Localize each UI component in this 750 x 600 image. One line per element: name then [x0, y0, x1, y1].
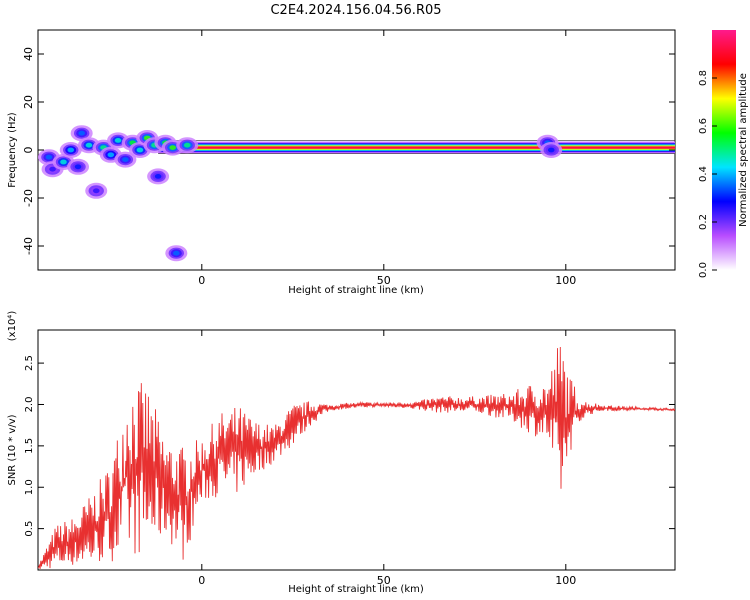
snr-panel: 0 50 100 0.5 1.0 1.5 2.0 2.5 Height of straight…	[7, 311, 676, 595]
snr-plot	[38, 346, 675, 569]
snr-axes: 0 50 100 0.5 1.0 1.5 2.0 2.5	[24, 330, 675, 587]
spectral-blob	[85, 142, 93, 148]
x-tick-label: 0	[198, 574, 205, 587]
y-tick-label: 40	[22, 47, 35, 61]
x-tick-label: 100	[555, 274, 576, 287]
spectral-blob	[60, 159, 67, 165]
spectral-blob	[107, 152, 115, 158]
snr-line	[38, 346, 675, 569]
y-tick-label: -20	[22, 189, 35, 207]
colorbar-tick-label: 0.6	[698, 118, 709, 134]
spectral-blob	[173, 250, 180, 256]
colorbar-tick-label: 0.8	[698, 70, 709, 86]
spectral-blob	[122, 157, 129, 163]
spectral-blob	[74, 164, 82, 170]
spectral-blob	[154, 174, 162, 179]
spectrogram-axes: 0 50 100 -40 -20 0 20 40	[22, 30, 675, 287]
y-tick-label: -40	[22, 237, 35, 255]
colorbar-tick-label: 0.4	[698, 166, 709, 182]
colorbar-tick-label: 0.0	[698, 262, 709, 278]
y-tick-label: 1.5	[24, 438, 35, 454]
spectral-blob	[67, 147, 75, 153]
spectral-blob	[136, 147, 144, 153]
x-tick-label: 100	[555, 574, 576, 587]
spectrogram-heat	[38, 125, 675, 262]
spectral-blob	[183, 142, 191, 148]
y-tick-label: 1.0	[24, 479, 35, 495]
colorbar-tick-label: 0.2	[698, 214, 709, 230]
x-tick-label: 50	[377, 574, 391, 587]
spectrogram-panel: 0 50 100 -40 -20 0 20 40 Height of straight lin…	[7, 29, 676, 296]
y-tick-label: 0.5	[24, 521, 35, 537]
spectral-blob	[114, 138, 122, 143]
colorbar-bar	[712, 30, 736, 270]
snr-xlabel: Height of straight line (km)	[288, 584, 424, 595]
snr-ylabel: SNR (10 * v/v)	[7, 414, 18, 485]
spectral-blob	[78, 130, 85, 136]
snr-scale-label: (x10⁴)	[7, 311, 18, 342]
spectral-blob	[547, 147, 555, 153]
spectral-blob	[169, 145, 176, 151]
spectrogram-xlabel: Height of straight line (km)	[288, 285, 424, 296]
colorbar: 0.0 0.2 0.4 0.6 0.8 Normalized spectral ampl…	[698, 30, 749, 278]
x-tick-label: 50	[377, 274, 391, 287]
y-tick-label: 0	[22, 147, 35, 154]
x-tick-label: 0	[198, 274, 205, 287]
spectral-blob	[49, 166, 56, 172]
spectral-blob	[92, 188, 100, 194]
colorbar-ticks: 0.0 0.2 0.4 0.6 0.8	[698, 70, 717, 278]
colorbar-label: Normalized spectral amplitude	[738, 73, 749, 227]
y-tick-label: 2.0	[24, 397, 35, 413]
y-tick-label: 20	[22, 95, 35, 109]
spectral-blob	[45, 154, 53, 160]
chart-title: C2E4.2024.156.04.56.R05	[270, 3, 441, 18]
y-tick-label: 2.5	[24, 355, 35, 371]
ridge-band	[158, 146, 675, 149]
spectrogram-ylabel: Frequency (Hz)	[7, 112, 18, 188]
